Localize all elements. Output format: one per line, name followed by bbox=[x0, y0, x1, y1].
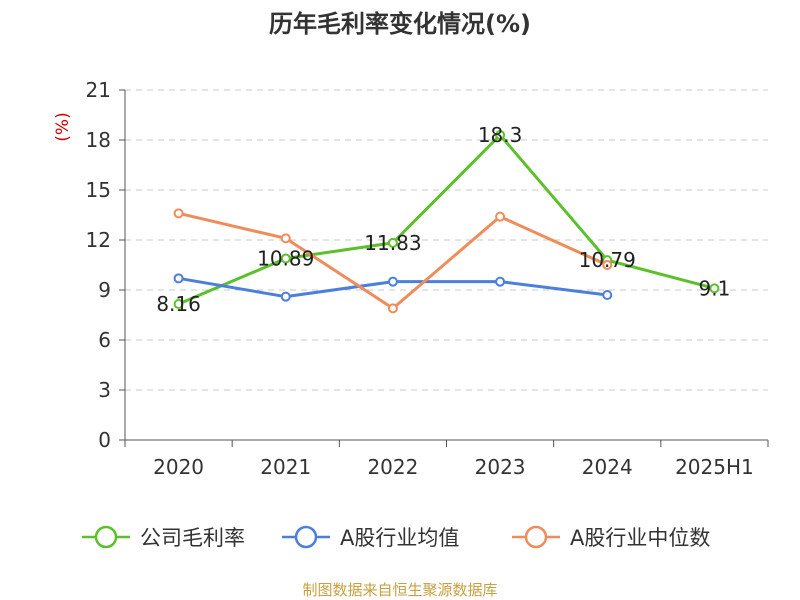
series-line bbox=[177, 133, 715, 306]
data-point bbox=[387, 303, 398, 314]
y-axis-unit-label: (%) bbox=[53, 112, 73, 141]
legend-label: 公司毛利率 bbox=[140, 526, 245, 550]
y-tick-label: 18 bbox=[86, 128, 111, 152]
y-tick-label: 9 bbox=[98, 278, 111, 302]
axes: 0 3 6 9 12 15 18 21 2020 2021 2022 2023 2024 2025H1 bbox=[86, 78, 769, 479]
chart-title: 历年毛利率变化情况(%) bbox=[269, 10, 531, 38]
x-tick-label: 2020 bbox=[153, 455, 204, 479]
data-point bbox=[173, 273, 184, 284]
y-tick-label: 15 bbox=[86, 178, 111, 202]
legend-marker bbox=[294, 525, 318, 549]
series-line bbox=[178, 211, 608, 310]
y-tick-label: 12 bbox=[86, 228, 111, 252]
source-note: 制图数据来自恒生聚源数据库 bbox=[302, 581, 497, 599]
data-point bbox=[280, 233, 291, 244]
data-point bbox=[602, 290, 613, 300]
data-point bbox=[495, 211, 506, 222]
y-tick-label: 0 bbox=[98, 428, 111, 452]
legend: 公司毛利率 A股行业均值 A股行业中位数 bbox=[82, 525, 710, 550]
data-label: 10.89 bbox=[257, 247, 314, 271]
data-point bbox=[280, 291, 291, 302]
data-point bbox=[173, 208, 184, 219]
data-point bbox=[709, 283, 720, 294]
data-label: 18.3 bbox=[478, 123, 523, 147]
data-label: 8.16 bbox=[156, 292, 201, 316]
legend-label: A股行业中位数 bbox=[570, 526, 710, 550]
legend-marker bbox=[94, 525, 118, 549]
y-tick-label: 3 bbox=[98, 378, 111, 402]
x-tick-label: 2022 bbox=[367, 455, 418, 479]
x-tick-label: 2021 bbox=[260, 455, 311, 479]
x-tick-label: 2025H1 bbox=[675, 455, 754, 479]
data-point bbox=[495, 276, 506, 287]
data-point bbox=[387, 237, 398, 248]
data-point bbox=[387, 276, 398, 287]
legend-label: A股行业均值 bbox=[340, 526, 459, 550]
data-label: 10.79 bbox=[579, 248, 636, 272]
data-point bbox=[602, 260, 613, 270]
data-point bbox=[280, 253, 291, 264]
legend-marker bbox=[524, 525, 548, 549]
data-label: 11.83 bbox=[364, 231, 421, 255]
grid-lines bbox=[125, 89, 768, 391]
data-point bbox=[173, 299, 184, 309]
data-labels: 8.16 10.89 11.83 18.3 10.79 9.1 bbox=[156, 123, 730, 316]
y-tick-label: 6 bbox=[98, 328, 111, 352]
data-point bbox=[495, 130, 506, 140]
x-tick-label: 2024 bbox=[582, 455, 633, 479]
series-lines bbox=[173, 130, 720, 314]
data-label: 9.1 bbox=[699, 276, 731, 300]
y-tick-label: 21 bbox=[86, 78, 111, 102]
x-tick-label: 2023 bbox=[475, 455, 526, 479]
